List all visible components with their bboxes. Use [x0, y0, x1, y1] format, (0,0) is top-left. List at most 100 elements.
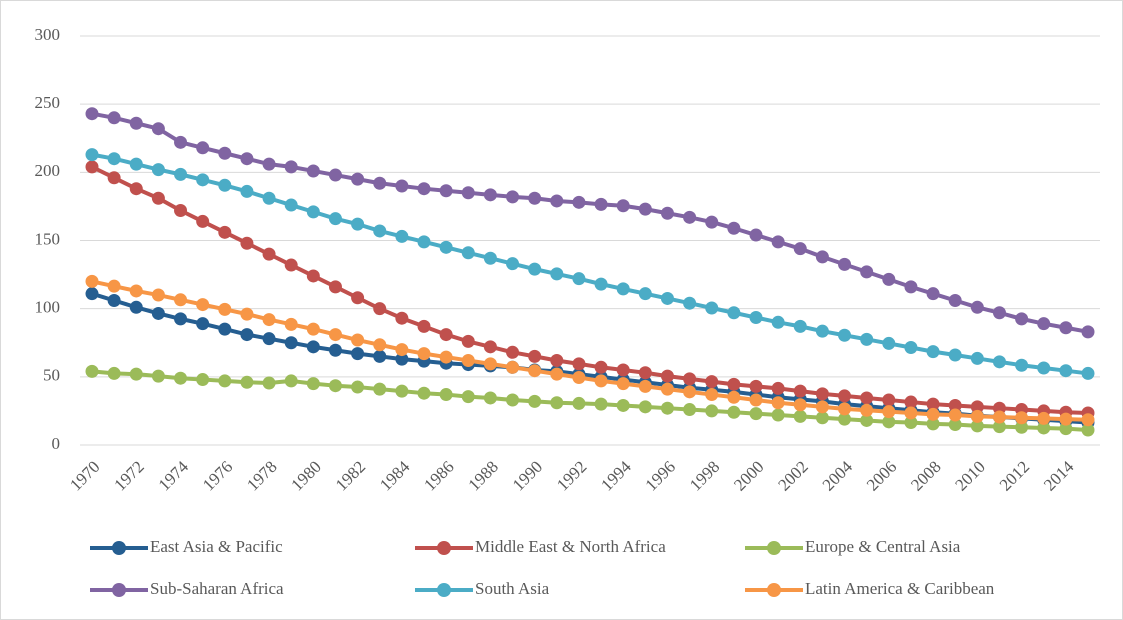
data-point: [85, 148, 99, 162]
data-point: [395, 384, 409, 398]
data-point: [306, 377, 320, 391]
series-line: [91, 279, 1089, 422]
data-point: [417, 319, 431, 333]
data-point: [373, 382, 387, 396]
data-point: [660, 382, 674, 396]
data-point: [373, 224, 387, 238]
data-point: [174, 204, 188, 218]
data-point: [572, 272, 586, 286]
legend-label: Europe & Central Asia: [805, 537, 961, 556]
legend-label: Middle East & North Africa: [475, 537, 666, 556]
legend-label: South Asia: [475, 579, 550, 598]
data-point: [926, 397, 940, 411]
data-point: [970, 409, 984, 423]
data-point: [616, 363, 630, 377]
data-point: [572, 357, 586, 371]
data-point: [948, 348, 962, 362]
data-point: [882, 405, 896, 419]
data-point: [572, 396, 586, 410]
data-point: [284, 374, 298, 388]
data-point: [240, 307, 254, 321]
data-point: [1015, 420, 1029, 434]
data-point: [860, 403, 874, 417]
data-point: [992, 355, 1006, 369]
data-point: [506, 393, 520, 407]
data-point: [483, 188, 497, 202]
data-point: [528, 191, 542, 205]
data-point: [882, 393, 896, 407]
data-point: [749, 311, 763, 325]
data-point: [262, 191, 276, 205]
data-point: [528, 364, 542, 378]
data-point: [284, 317, 298, 331]
data-point: [85, 160, 99, 174]
data-point: [616, 377, 630, 391]
data-point: [151, 163, 165, 177]
data-point: [683, 296, 697, 310]
y-tick-label: 250: [35, 93, 61, 112]
legend-marker: [437, 541, 451, 555]
data-point: [550, 396, 564, 410]
series-line: [91, 291, 1089, 425]
data-point: [107, 152, 121, 166]
data-point: [705, 404, 719, 418]
data-point: [483, 357, 497, 371]
data-point: [351, 172, 365, 186]
data-point: [594, 360, 608, 374]
data-point: [151, 369, 165, 383]
legend-marker: [767, 583, 781, 597]
data-point: [926, 417, 940, 431]
data-point: [196, 214, 210, 228]
data-point: [860, 265, 874, 279]
data-point: [328, 328, 342, 342]
data-point: [904, 395, 918, 409]
data-point: [594, 397, 608, 411]
data-point: [550, 367, 564, 381]
data-point: [793, 242, 807, 256]
data-point: [174, 135, 188, 149]
data-point: [306, 322, 320, 336]
data-point: [727, 405, 741, 419]
data-point: [262, 313, 276, 327]
data-point: [616, 282, 630, 296]
data-point: [417, 386, 431, 400]
data-point: [970, 400, 984, 414]
data-point: [727, 221, 741, 235]
data-point: [373, 338, 387, 352]
data-point: [1037, 421, 1051, 435]
data-point: [395, 343, 409, 357]
data-point: [616, 199, 630, 213]
data-point: [328, 379, 342, 393]
data-point: [904, 280, 918, 294]
series-line: [91, 165, 1089, 415]
data-point: [992, 306, 1006, 320]
data-point: [992, 410, 1006, 424]
data-point: [483, 251, 497, 265]
data-point: [638, 202, 652, 216]
data-point: [771, 315, 785, 329]
data-point: [129, 284, 143, 298]
data-point: [860, 391, 874, 405]
data-point: [262, 376, 276, 390]
data-point: [638, 287, 652, 301]
data-point: [660, 369, 674, 383]
data-point: [1059, 321, 1073, 335]
data-point: [638, 366, 652, 380]
data-point: [793, 319, 807, 333]
data-point: [284, 198, 298, 212]
data-point: [328, 343, 342, 357]
data-point: [771, 381, 785, 395]
data-point: [85, 107, 99, 121]
data-point: [351, 291, 365, 305]
y-tick-label: 200: [35, 161, 61, 180]
data-point: [196, 173, 210, 187]
data-point: [373, 349, 387, 363]
data-point: [594, 374, 608, 388]
data-point: [107, 171, 121, 185]
data-point: [306, 205, 320, 219]
data-point: [328, 168, 342, 182]
data-point: [1015, 411, 1029, 425]
data-point: [683, 385, 697, 399]
legend-label: East Asia & Pacific: [150, 537, 283, 556]
data-point: [882, 415, 896, 429]
